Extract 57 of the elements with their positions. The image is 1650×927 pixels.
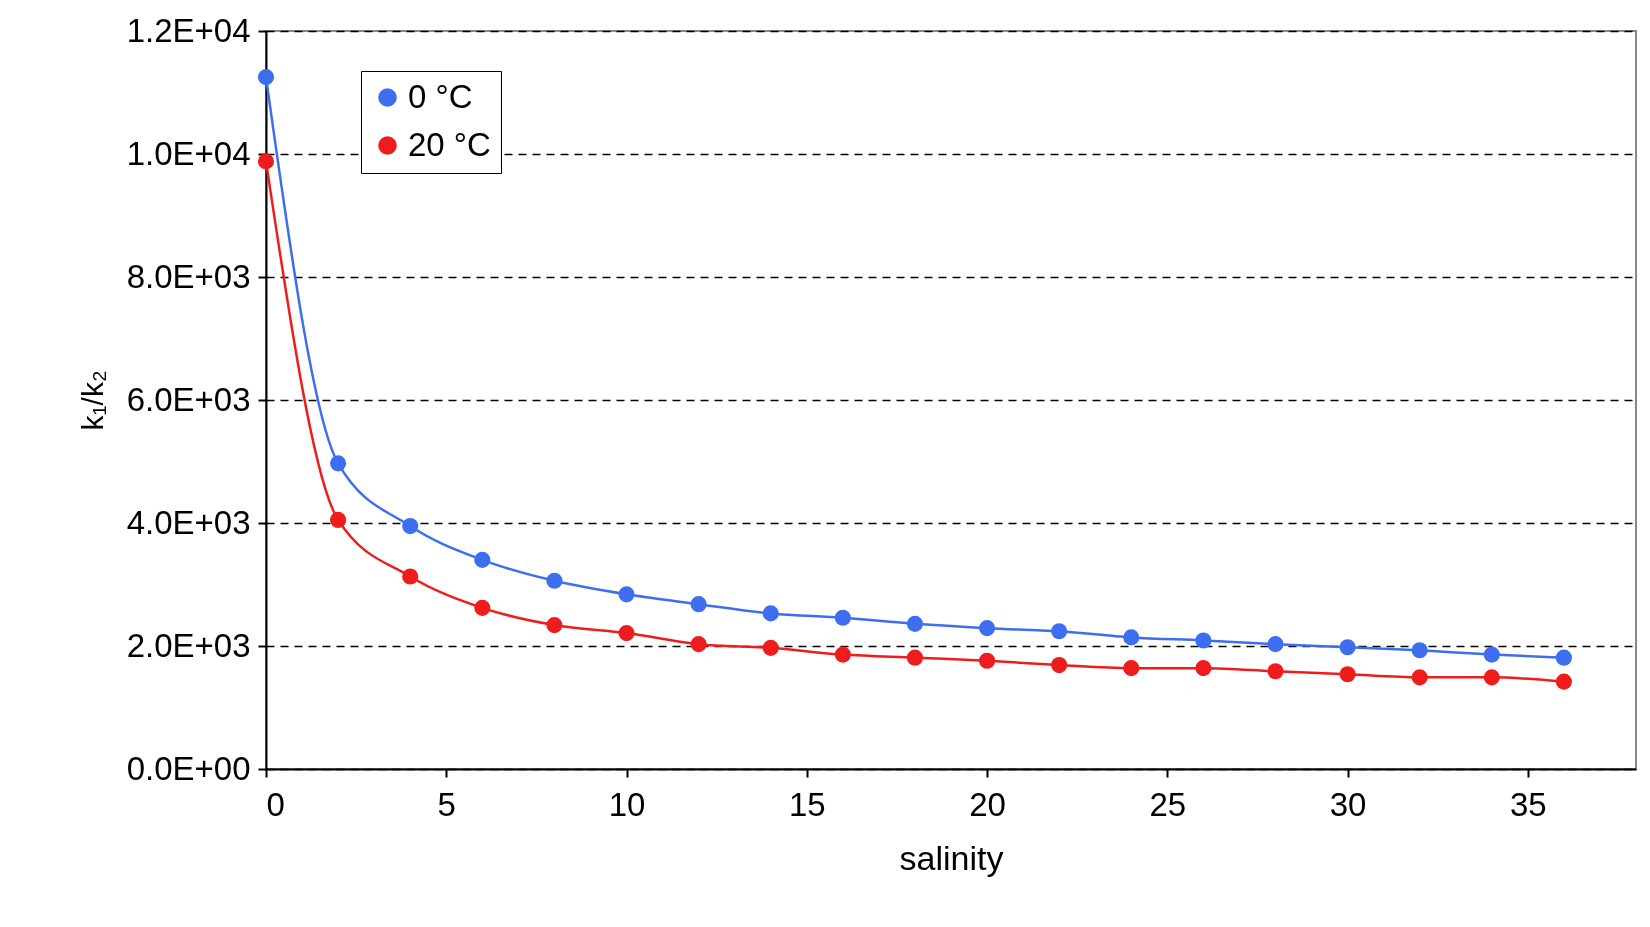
y-tick-label: 2.0E+03 xyxy=(126,626,251,664)
point xyxy=(690,596,707,613)
point xyxy=(1411,642,1428,659)
y-tick-label: 8.0E+03 xyxy=(126,257,251,295)
point xyxy=(978,620,996,637)
point xyxy=(1267,663,1284,680)
point xyxy=(1051,657,1068,674)
point xyxy=(1555,649,1572,666)
point xyxy=(257,69,275,86)
y-tick-label: 1.2E+04 xyxy=(126,11,251,49)
x-tick-label: 25 xyxy=(1149,785,1187,823)
point xyxy=(834,609,851,626)
point xyxy=(978,652,996,669)
point xyxy=(1483,669,1500,686)
y-tick-label: 1.0E+04 xyxy=(126,134,251,172)
point xyxy=(1051,623,1068,640)
point xyxy=(618,625,635,642)
point xyxy=(906,615,924,632)
point xyxy=(1339,639,1356,656)
x-tick-label: 15 xyxy=(788,785,826,823)
point xyxy=(906,649,924,666)
point xyxy=(546,617,563,634)
y-tick-label: 6.0E+03 xyxy=(126,380,251,418)
point xyxy=(834,646,851,663)
x-tick-label: 30 xyxy=(1329,785,1367,823)
x-tick-label: 5 xyxy=(437,785,456,823)
point xyxy=(474,599,491,616)
point xyxy=(1123,629,1140,646)
point xyxy=(330,455,347,472)
legend-label: 20 °C xyxy=(408,125,491,163)
point xyxy=(1411,669,1428,686)
x-axis-title: salinity xyxy=(899,838,1004,877)
point xyxy=(1195,660,1212,677)
x-tick-label: 20 xyxy=(969,785,1006,823)
point xyxy=(1483,646,1500,663)
point xyxy=(402,518,419,535)
point xyxy=(546,572,563,589)
x-tick-label: 35 xyxy=(1509,785,1547,823)
point xyxy=(1339,666,1356,683)
point xyxy=(402,568,419,585)
y-axis-title: k₁/k₂ xyxy=(75,370,109,431)
point xyxy=(257,153,275,170)
legend-label: 0 °C xyxy=(408,77,473,115)
point xyxy=(1123,660,1140,677)
point xyxy=(618,586,635,603)
point xyxy=(690,636,707,653)
point xyxy=(762,639,779,656)
point xyxy=(762,605,779,622)
point xyxy=(330,511,347,528)
point xyxy=(1195,632,1212,649)
y-tick-label: 0.0E+00 xyxy=(126,749,251,787)
point xyxy=(474,551,491,568)
x-tick-label: 0 xyxy=(266,785,285,823)
x-tick-label: 10 xyxy=(608,785,646,823)
y-tick-label: 4.0E+03 xyxy=(126,503,251,541)
point xyxy=(1555,673,1572,690)
point xyxy=(1267,636,1284,653)
